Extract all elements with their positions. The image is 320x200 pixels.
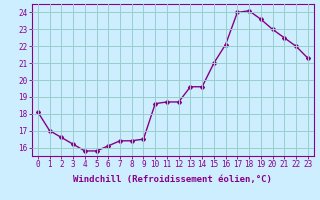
X-axis label: Windchill (Refroidissement éolien,°C): Windchill (Refroidissement éolien,°C)	[73, 175, 272, 184]
